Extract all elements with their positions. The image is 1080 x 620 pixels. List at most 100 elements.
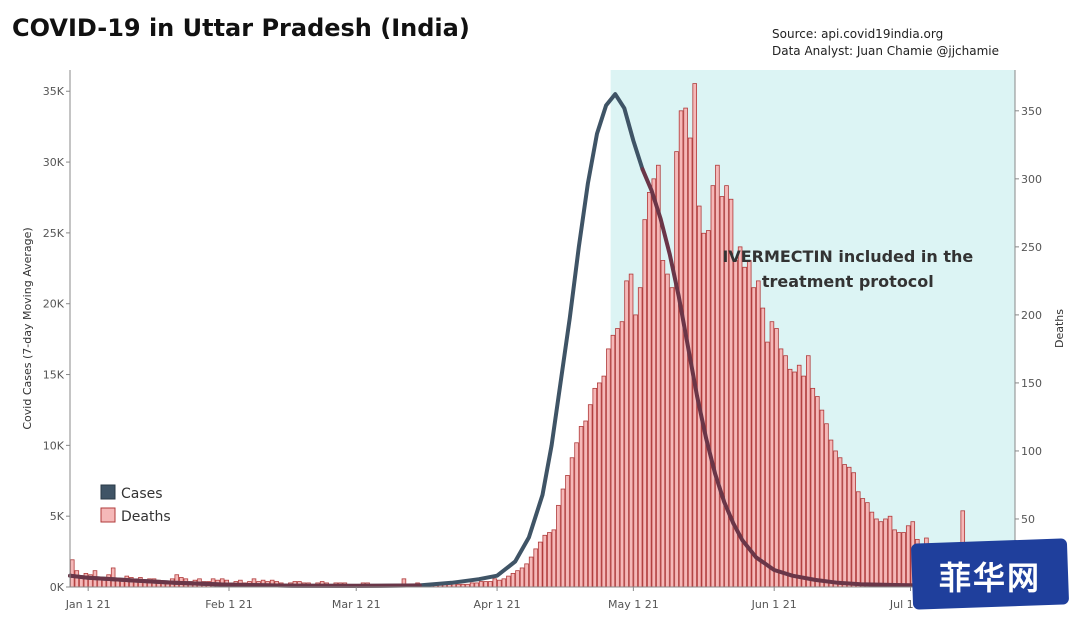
deaths-bar xyxy=(646,192,652,588)
deaths-bar xyxy=(483,581,488,588)
deaths-bar xyxy=(519,567,525,588)
deaths-bar xyxy=(501,578,507,588)
deaths-bar xyxy=(724,185,729,588)
deaths-bar xyxy=(615,328,620,588)
chart-title: COVID-19 in Uttar Pradesh (India) xyxy=(12,14,470,42)
legend: Cases Deaths xyxy=(100,484,171,525)
deaths-bar xyxy=(624,280,629,588)
deaths-bar xyxy=(592,387,598,588)
deaths-bar xyxy=(74,570,80,588)
deaths-bar xyxy=(528,556,534,588)
x-tick-label: Jun 1 21 xyxy=(751,598,797,611)
deaths-bar xyxy=(833,450,838,588)
x-tick-label: May 1 21 xyxy=(608,598,659,611)
deaths-bar xyxy=(578,426,584,588)
deaths-bar xyxy=(806,355,811,588)
deaths-bar xyxy=(542,534,548,588)
deaths-bar xyxy=(619,321,625,588)
deaths-bar xyxy=(787,368,793,588)
deaths-bar xyxy=(774,328,779,588)
deaths-bar xyxy=(824,423,829,588)
deaths-bar xyxy=(656,164,661,588)
y-left-tick-label: 30K xyxy=(43,156,65,169)
deaths-bar xyxy=(746,260,752,588)
deaths-bar xyxy=(792,371,797,588)
deaths-bar xyxy=(651,178,657,588)
deaths-bar xyxy=(515,570,520,588)
x-tick-label: Apr 1 21 xyxy=(474,598,521,611)
y-left-tick-label: 35K xyxy=(43,85,65,98)
deaths-bar xyxy=(769,321,775,588)
deaths-bar xyxy=(860,498,866,588)
deaths-bar xyxy=(506,575,511,588)
source-note: Source: api.covid19india.org Data Analys… xyxy=(772,26,999,60)
y-right-tick-label: 350 xyxy=(1021,105,1042,118)
x-tick-label: Mar 1 21 xyxy=(332,598,381,611)
deaths-bar xyxy=(606,348,611,588)
deaths-bar xyxy=(492,578,498,588)
watermark-logo: 菲华网 xyxy=(910,538,1070,610)
x-tick-label: Jan 1 21 xyxy=(65,598,111,611)
deaths-bar xyxy=(669,287,675,588)
y-left-tick-label: 15K xyxy=(43,369,65,382)
y-left-axis-title: Covid Cases (7-day Moving Average) xyxy=(21,227,34,429)
protocol-annotation-line1: IVERMECTIN included in the xyxy=(722,247,973,266)
deaths-bar xyxy=(765,341,770,588)
deaths-bar xyxy=(883,518,888,588)
y-left-tick-label: 10K xyxy=(43,439,65,452)
x-tick-label: Feb 1 21 xyxy=(205,598,252,611)
analyst-line: Data Analyst: Juan Chamie @jjchamie xyxy=(772,44,999,58)
deaths-bar xyxy=(510,572,516,588)
deaths-bar xyxy=(474,582,479,588)
deaths-bar xyxy=(469,582,475,588)
deaths-bar xyxy=(551,529,557,588)
deaths-bar xyxy=(560,488,566,588)
deaths-bar xyxy=(710,185,716,588)
deaths-bar xyxy=(583,420,588,588)
legend-label-deaths: Deaths xyxy=(121,509,171,525)
deaths-bar xyxy=(642,219,647,588)
deaths-bar xyxy=(610,334,616,588)
deaths-bar xyxy=(665,273,670,588)
deaths-bar xyxy=(628,273,634,588)
deaths-bar xyxy=(865,502,870,588)
deaths-bar xyxy=(733,260,738,588)
deaths-bar xyxy=(678,110,684,588)
deaths-bar xyxy=(837,457,843,588)
deaths-bar xyxy=(819,409,825,588)
deaths-bar xyxy=(783,355,788,588)
deaths-bar xyxy=(537,541,543,588)
watermark-text: 菲华网 xyxy=(938,559,1041,597)
y-right-tick-label: 300 xyxy=(1021,173,1042,186)
deaths-bar xyxy=(901,532,906,588)
y-left-tick-label: 5K xyxy=(50,510,65,523)
deaths-bar xyxy=(874,518,879,588)
deaths-bar xyxy=(524,563,529,588)
y-left-tick-label: 0K xyxy=(50,581,65,594)
deaths-bar xyxy=(878,521,884,588)
deaths-bar xyxy=(851,472,856,588)
y-left-tick-label: 25K xyxy=(43,227,65,240)
deaths-bar xyxy=(601,375,607,588)
protocol-annotation-line2: treatment protocol xyxy=(762,272,934,291)
deaths-bar xyxy=(497,579,502,588)
deaths-bar xyxy=(692,83,697,588)
deaths-bar xyxy=(842,464,847,588)
deaths-bar xyxy=(892,529,897,588)
source-line: Source: api.covid19india.org xyxy=(772,27,944,41)
deaths-bar xyxy=(637,287,643,588)
y-right-tick-label: 150 xyxy=(1021,377,1042,390)
deaths-bar xyxy=(855,491,861,588)
y-right-tick-label: 250 xyxy=(1021,241,1042,254)
deaths-bar xyxy=(556,504,561,588)
y-right-tick-label: 100 xyxy=(1021,445,1042,458)
deaths-bar xyxy=(751,287,757,588)
deaths-bar xyxy=(597,382,602,588)
deaths-bar xyxy=(815,396,820,588)
deaths-bar xyxy=(760,307,766,588)
deaths-bar xyxy=(574,442,579,588)
deaths-bar xyxy=(547,532,552,588)
deaths-bar xyxy=(778,348,784,588)
deaths-bar xyxy=(896,532,902,588)
